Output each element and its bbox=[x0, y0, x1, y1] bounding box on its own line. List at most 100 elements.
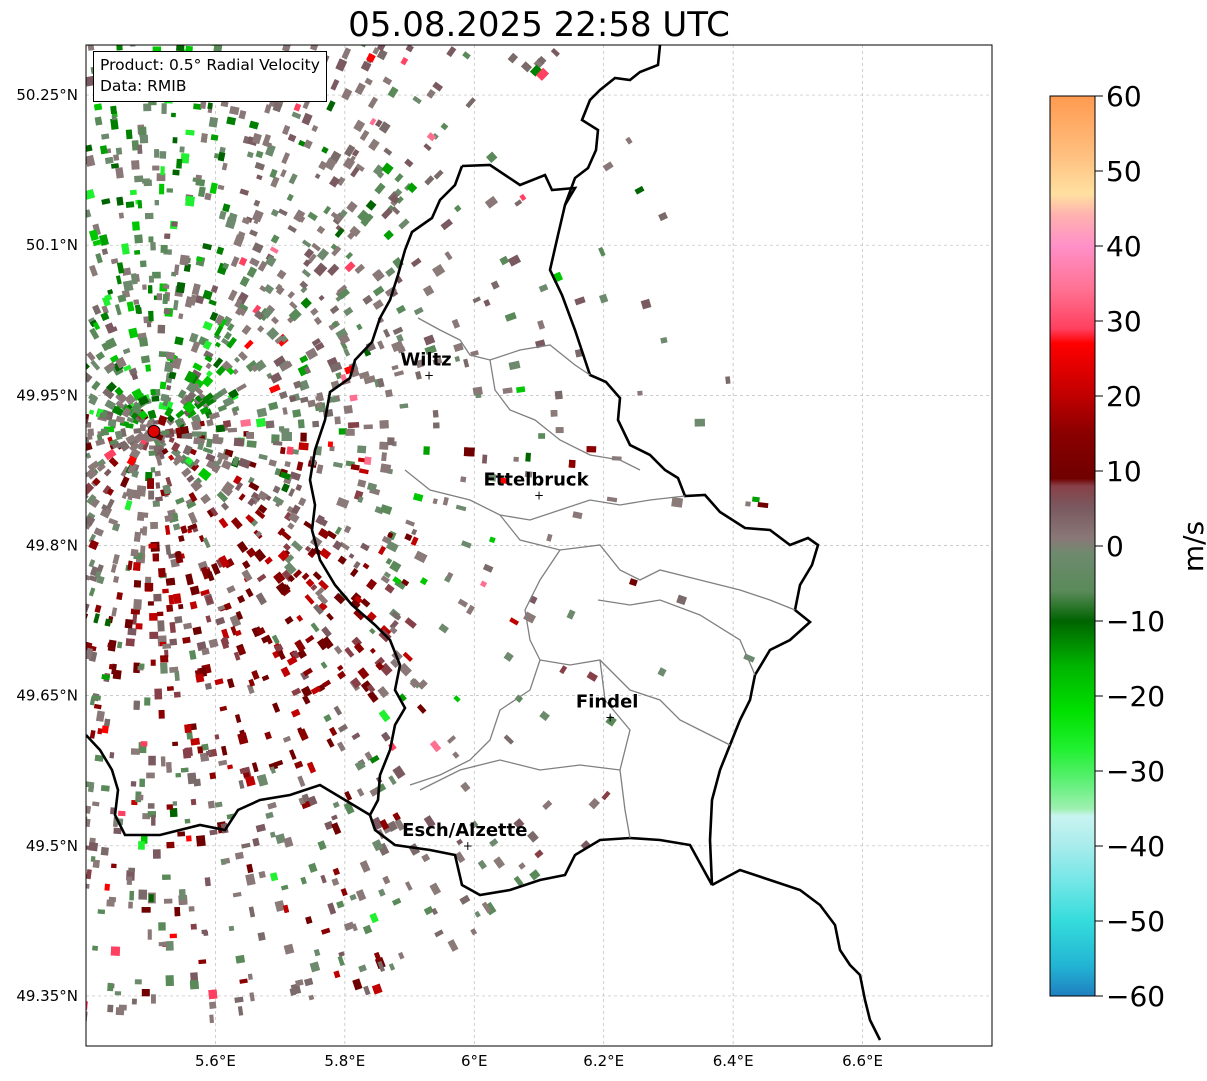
plot-frame bbox=[85, 44, 993, 1047]
echo-pixel bbox=[694, 418, 706, 427]
echo-pixel bbox=[221, 459, 232, 471]
echo-pixel bbox=[176, 158, 183, 169]
echo-pixel bbox=[151, 815, 156, 826]
echo-pixel bbox=[303, 248, 315, 259]
echo-pixel bbox=[289, 471, 302, 481]
echo-pixel bbox=[173, 691, 181, 698]
echo-pixel bbox=[247, 973, 253, 980]
echo-pixel bbox=[168, 594, 175, 605]
echo-pixel bbox=[283, 943, 295, 955]
city-label: Ettelbruck bbox=[483, 469, 589, 490]
echo-pixel bbox=[466, 604, 475, 615]
echo-pixel bbox=[162, 643, 171, 649]
echo-pixel bbox=[234, 996, 244, 1003]
echo-pixel bbox=[462, 51, 471, 60]
echo-pixel bbox=[386, 820, 398, 832]
echo-pixel bbox=[349, 225, 361, 237]
canton-boundaries bbox=[404, 317, 796, 839]
echo-pixel bbox=[346, 201, 358, 213]
echo-pixel bbox=[129, 441, 140, 453]
echo-pixel bbox=[205, 453, 216, 463]
echo-pixel bbox=[282, 45, 292, 53]
echo-pixel bbox=[86, 360, 90, 370]
canton-line bbox=[539, 659, 731, 746]
echo-pixel bbox=[279, 446, 286, 455]
echo-pixel bbox=[287, 291, 295, 299]
echo-pixel bbox=[261, 634, 272, 644]
echo-pixel bbox=[114, 991, 122, 996]
echo-pixel bbox=[300, 432, 307, 442]
echo-pixel bbox=[268, 459, 277, 467]
echo-pixel bbox=[209, 507, 219, 517]
echo-pixel bbox=[295, 484, 303, 492]
y-tick-label: 49.95°N bbox=[16, 386, 78, 404]
echo-pixel bbox=[209, 1014, 215, 1024]
echo-pixel bbox=[202, 243, 212, 251]
echo-pixel bbox=[324, 157, 337, 171]
echo-pixel bbox=[184, 456, 194, 466]
echo-pixel bbox=[270, 176, 280, 188]
echo-pixel bbox=[101, 674, 111, 681]
echo-pixel bbox=[93, 703, 102, 710]
echo-pixel bbox=[133, 700, 140, 710]
echo-pixel bbox=[193, 421, 202, 431]
echo-pixel bbox=[176, 45, 185, 52]
echo-pixel bbox=[200, 589, 210, 597]
echo-pixel bbox=[148, 894, 154, 903]
echo-pixel bbox=[110, 258, 119, 265]
echo-pixel bbox=[111, 405, 124, 417]
echo-pixel bbox=[323, 205, 332, 215]
echo-pixel bbox=[351, 149, 360, 157]
echo-pixel bbox=[380, 575, 390, 584]
echo-pixel bbox=[334, 526, 342, 535]
echo-pixel bbox=[185, 835, 192, 842]
echo-pixel bbox=[131, 372, 139, 381]
echo-pixel bbox=[493, 856, 505, 869]
echo-pixel bbox=[514, 694, 524, 703]
echo-pixel bbox=[287, 133, 297, 142]
echo-pixel bbox=[91, 380, 101, 391]
colorbar-tick-label: 50 bbox=[1106, 155, 1142, 188]
echo-pixel bbox=[296, 614, 304, 622]
echo-pixel bbox=[451, 318, 461, 329]
echo-pixel bbox=[194, 294, 205, 305]
echo-pixel bbox=[154, 149, 160, 158]
echo-pixel bbox=[238, 457, 251, 469]
echo-pixel bbox=[86, 612, 89, 622]
echo-pixel bbox=[294, 760, 304, 769]
echo-pixel bbox=[336, 176, 346, 187]
echo-pixel bbox=[135, 623, 143, 630]
luxembourg-border-west bbox=[308, 165, 714, 897]
echo-pixel bbox=[148, 236, 154, 243]
echo-pixel bbox=[197, 442, 205, 451]
echo-pixel bbox=[226, 336, 237, 349]
echo-pixel bbox=[279, 334, 288, 343]
echo-pixel bbox=[214, 678, 224, 686]
echo-pixel bbox=[111, 114, 117, 121]
echo-pixel bbox=[507, 254, 522, 267]
echo-pixel bbox=[483, 299, 491, 307]
echo-pixel bbox=[281, 152, 291, 165]
echo-pixel bbox=[440, 122, 449, 131]
echo-pixel bbox=[350, 599, 361, 610]
echo-pixel bbox=[248, 906, 256, 918]
echo-pixel bbox=[249, 992, 255, 1002]
echo-pixel bbox=[423, 334, 436, 346]
echo-pixel bbox=[315, 395, 323, 401]
echo-pixel bbox=[329, 445, 335, 452]
echo-pixel bbox=[283, 562, 297, 575]
echo-pixel bbox=[175, 497, 185, 505]
echo-pixel bbox=[385, 267, 396, 277]
echo-pixel bbox=[125, 434, 136, 444]
echo-pixel bbox=[326, 356, 338, 367]
echo-pixel bbox=[152, 553, 160, 562]
echo-pixel bbox=[269, 766, 276, 774]
echo-pixel bbox=[215, 424, 226, 433]
echo-pixel bbox=[383, 230, 394, 241]
colorbar-tick-label: 30 bbox=[1106, 305, 1142, 338]
echo-pixel bbox=[302, 695, 311, 705]
city-marker: + bbox=[463, 839, 473, 853]
echo-pixel bbox=[262, 307, 274, 319]
echo-pixel bbox=[336, 497, 350, 509]
echo-pixel bbox=[269, 168, 278, 179]
